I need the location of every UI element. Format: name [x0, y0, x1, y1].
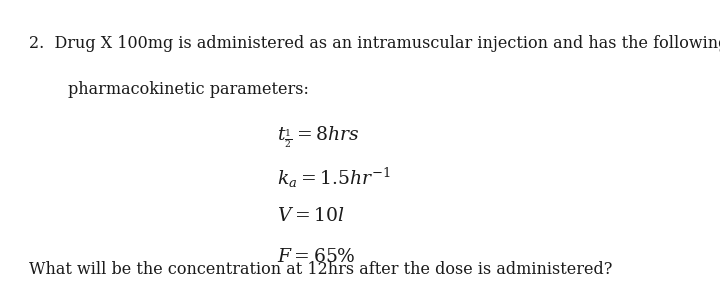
Text: $V = 10l$: $V = 10l$ [277, 206, 345, 225]
Text: 2.  Drug X 100mg is administered as an intramuscular injection and has the follo: 2. Drug X 100mg is administered as an in… [29, 35, 720, 52]
Text: $k_{a} = 1.5hr^{-1}$: $k_{a} = 1.5hr^{-1}$ [277, 165, 391, 189]
Text: pharmacokinetic parameters:: pharmacokinetic parameters: [68, 81, 310, 98]
Text: $F = 65\%$: $F = 65\%$ [277, 246, 356, 266]
Text: What will be the concentration at 12hrs after the dose is administered?: What will be the concentration at 12hrs … [29, 261, 612, 278]
Text: $t_{\frac{1}{2}} = 8hrs$: $t_{\frac{1}{2}} = 8hrs$ [277, 125, 359, 151]
